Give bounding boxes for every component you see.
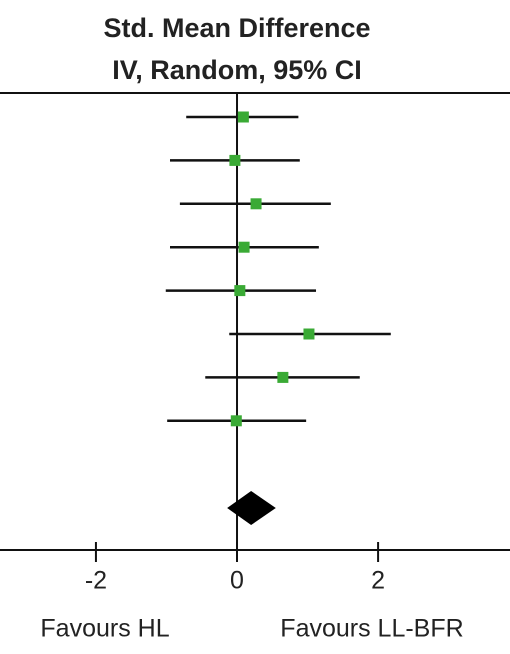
x-tick-label: 2	[371, 567, 385, 595]
estimate-marker	[230, 415, 242, 427]
estimate-marker	[277, 371, 289, 383]
summary-diamond	[227, 491, 276, 525]
estimate-marker	[303, 328, 315, 340]
chart-subtitle: IV, Random, 95% CI	[112, 55, 362, 85]
x-tick-label: 0	[230, 567, 244, 595]
estimate-marker	[229, 154, 241, 166]
estimate-marker	[238, 241, 250, 253]
favours-left: Favours HL	[40, 615, 169, 643]
chart-title: Std. Mean Difference	[103, 13, 370, 43]
estimate-marker	[234, 285, 246, 297]
estimate-marker	[250, 198, 262, 210]
estimate-marker	[237, 111, 249, 123]
favours-right: Favours LL-BFR	[280, 615, 463, 643]
x-tick-label: -2	[85, 567, 107, 595]
